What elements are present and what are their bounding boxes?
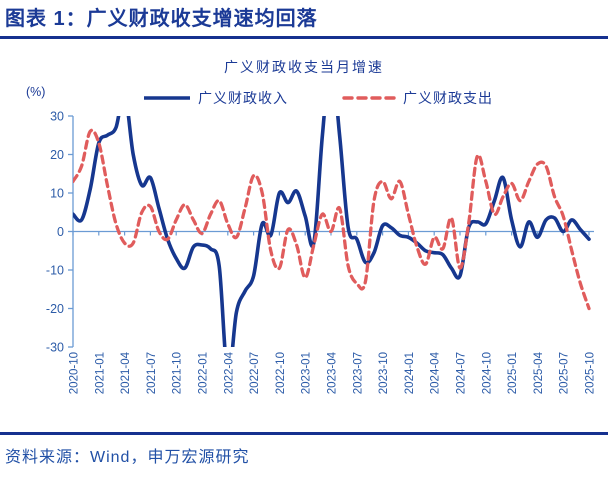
legend-item-expenditure: 广义财政支出 [342, 88, 493, 108]
svg-text:2023-01: 2023-01 [301, 352, 313, 394]
svg-text:2023-07: 2023-07 [352, 352, 364, 394]
svg-text:-10: -10 [46, 264, 64, 278]
svg-text:2025-01: 2025-01 [507, 352, 519, 394]
legend-label-expenditure: 广义财政支出 [403, 90, 493, 106]
revenue-line-swatch [144, 96, 190, 100]
svg-text:30: 30 [50, 110, 64, 124]
svg-text:2021-01: 2021-01 [94, 352, 106, 394]
svg-text:2022-01: 2022-01 [198, 352, 210, 394]
chart-title: 广义财政收支当月增速 [224, 59, 384, 75]
chart-header: 图表 1：广义财政收支增速均回落 [0, 0, 608, 39]
expenditure-line-swatch [342, 96, 396, 100]
source-note: 资料来源：Wind，申万宏源研究 [5, 449, 250, 466]
svg-text:2025-04: 2025-04 [533, 351, 545, 394]
legend-item-revenue: 广义财政收入 [143, 88, 288, 108]
svg-text:20: 20 [50, 148, 64, 162]
svg-text:-30: -30 [46, 341, 64, 355]
svg-text:2022-10: 2022-10 [275, 352, 287, 394]
svg-text:2025-07: 2025-07 [559, 352, 571, 394]
svg-text:2023-04: 2023-04 [327, 351, 339, 394]
svg-text:-20: -20 [46, 302, 64, 316]
svg-text:2022-04: 2022-04 [223, 351, 235, 394]
svg-text:2020-10: 2020-10 [69, 352, 81, 394]
legend-label-revenue: 广义财政收入 [198, 90, 288, 106]
svg-text:2021-07: 2021-07 [146, 352, 158, 394]
svg-text:2022-07: 2022-07 [249, 352, 261, 394]
svg-text:2024-04: 2024-04 [430, 351, 442, 394]
svg-text:10: 10 [50, 187, 64, 201]
svg-text:2021-04: 2021-04 [120, 351, 132, 394]
chart-footer: 资料来源：Wind，申万宏源研究 [0, 432, 608, 467]
y-axis-unit-label: (%) [26, 85, 46, 99]
svg-text:2025-10: 2025-10 [585, 352, 597, 394]
svg-text:0: 0 [57, 225, 64, 239]
svg-text:2023-10: 2023-10 [378, 352, 390, 394]
page-title: 图表 1：广义财政收支增速均回落 [5, 8, 318, 30]
svg-text:2021-10: 2021-10 [172, 352, 184, 394]
chart-legend: 广义财政收入 广义财政支出 [0, 88, 608, 108]
svg-text:2024-07: 2024-07 [456, 352, 468, 394]
svg-text:2024-01: 2024-01 [404, 352, 416, 394]
svg-text:2024-10: 2024-10 [481, 352, 493, 394]
